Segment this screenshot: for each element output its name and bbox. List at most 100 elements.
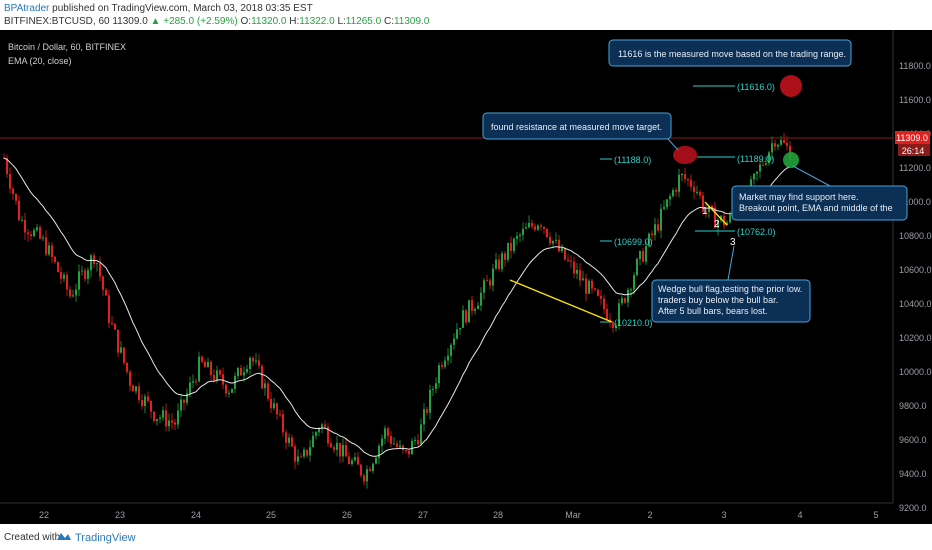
candle-body <box>90 255 92 271</box>
low-value: 11265.0 <box>345 16 382 27</box>
time-tick-label: Mar <box>565 510 581 520</box>
support-marker <box>783 152 799 168</box>
candle-body <box>612 322 614 329</box>
time-tick-label: 25 <box>266 510 276 520</box>
candle-body <box>354 457 356 461</box>
candle-body <box>399 445 401 447</box>
callout-resistance[interactable]: found resistance at measured move target… <box>482 112 679 151</box>
candle-body <box>624 298 626 303</box>
candle-body <box>435 383 437 389</box>
candle-body <box>678 174 680 192</box>
candle-body <box>312 435 314 448</box>
price-tick-label: 9400.0 <box>899 469 927 479</box>
resistance-marker <box>673 146 697 164</box>
candle-body <box>675 190 677 192</box>
candle-body <box>159 417 161 420</box>
candle-body <box>504 253 506 260</box>
candle-body <box>351 460 353 464</box>
time-tick-label: 2 <box>647 510 652 520</box>
tradingview-logo-icon[interactable] <box>56 530 72 542</box>
candle-body <box>288 437 290 443</box>
level-label-10762: (10762.0) <box>737 227 776 237</box>
price-tick-label: 11000.0 <box>899 197 931 207</box>
callout-measured-move[interactable]: 11616 is the measured move based on the … <box>608 39 852 67</box>
candle-body <box>207 361 209 368</box>
candle-body <box>369 469 371 472</box>
price-chart[interactable]: 11800.011600.011400.011200.011000.010800… <box>0 30 932 524</box>
tradingview-brand-link[interactable]: TradingView <box>75 532 136 544</box>
candle-body <box>642 250 644 262</box>
chart-area[interactable]: 11800.011600.011400.011200.011000.010800… <box>0 30 932 524</box>
wedge-label-2: 2 <box>714 219 720 230</box>
symbol-ohlc-line: BITFINEX:BTCUSD, 60 11309.0 ▲ +285.0 (+2… <box>4 16 429 27</box>
candle-body <box>36 227 38 231</box>
publication-header: BPAtrader published on TradingView.com, … <box>0 0 932 30</box>
callout-wedge[interactable]: Wedge bull flag,testing the prior low. t… <box>651 245 811 323</box>
callout-resistance-text: found resistance at measured move target… <box>491 122 662 132</box>
candle-body <box>627 289 629 303</box>
candle-body <box>366 469 368 482</box>
high-value: 11322.0 <box>299 16 335 27</box>
candle-body <box>543 226 545 229</box>
low-label: L: <box>337 16 346 27</box>
published-text: published on TradingView.com, March 03, … <box>52 3 313 14</box>
candle-body <box>684 174 686 180</box>
candle-body <box>690 179 692 187</box>
price-tick-label: 10800.0 <box>899 231 932 241</box>
candle-body <box>654 224 656 236</box>
candle-body <box>42 237 44 239</box>
candle-body <box>291 437 293 447</box>
candle-body <box>195 381 197 383</box>
candle-body <box>390 435 392 444</box>
candle-body <box>333 447 335 450</box>
candle-body <box>267 383 269 399</box>
candle-body <box>165 410 167 427</box>
candle-body <box>639 250 641 259</box>
callout-support[interactable]: Market may find support here. Breakout p… <box>731 165 908 221</box>
price-tick-label: 9600.0 <box>899 435 927 445</box>
candle-body <box>183 399 185 403</box>
candle-body <box>786 142 788 146</box>
candle-body <box>132 385 134 392</box>
candle-body <box>633 275 635 290</box>
candle-body <box>231 388 233 393</box>
current-price-badge <box>895 131 930 144</box>
candle-body <box>255 360 257 362</box>
candle-body <box>759 164 761 172</box>
candle-body <box>486 280 488 282</box>
price-axis[interactable]: 11800.011600.011400.011200.011000.010800… <box>899 61 932 513</box>
callout-wedge-line3: After 5 bull bars, bears lost. <box>658 306 768 316</box>
candle-body <box>579 269 581 281</box>
candle-body <box>78 271 80 290</box>
candle-body <box>174 422 176 425</box>
candle-body <box>564 247 566 260</box>
candle-body <box>501 253 503 270</box>
candle-body <box>15 193 17 201</box>
candle-body <box>294 446 296 462</box>
candle-body <box>777 144 779 147</box>
candle-body <box>405 450 407 452</box>
candle-body <box>597 289 599 296</box>
author-link[interactable]: BPAtrader <box>4 3 50 14</box>
candle-body <box>393 443 395 445</box>
candle-body <box>537 225 539 230</box>
candle-body <box>657 224 659 231</box>
candle-body <box>123 347 125 363</box>
candle-body <box>384 428 386 439</box>
candle-body <box>57 262 59 272</box>
candle-body <box>141 400 143 407</box>
candle-body <box>456 329 458 339</box>
time-axis[interactable]: 22 23 24 25 26 27 28 Mar 2 3 4 5 <box>39 510 879 520</box>
candle-body <box>780 139 782 145</box>
candle-body <box>21 219 23 221</box>
current-price-text: 11309.0 <box>896 133 928 143</box>
candle-body <box>120 347 122 353</box>
candle-body <box>783 139 785 143</box>
candle-body <box>558 239 560 252</box>
candle-body <box>621 298 623 304</box>
candle-body <box>363 475 365 482</box>
candle-body <box>525 227 527 229</box>
candle-body <box>135 386 137 392</box>
candle-body <box>33 230 35 237</box>
candle-body <box>60 271 62 279</box>
